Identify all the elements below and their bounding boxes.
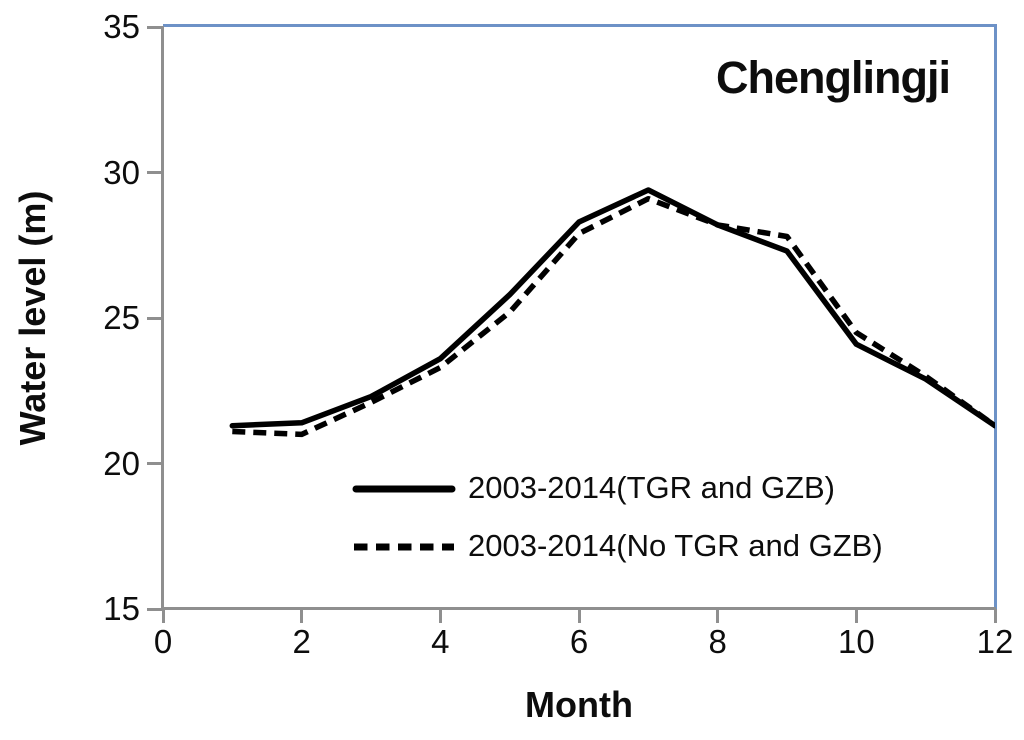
plot-border-top (163, 24, 997, 27)
x-tick-label: 10 (837, 623, 875, 660)
y-tick-mark (147, 607, 162, 611)
chart-title: Chenglingji (716, 52, 951, 103)
x-tick-label: 2 (292, 623, 311, 660)
series-line-solid (229, 187, 995, 429)
x-tick-mark (854, 609, 858, 623)
legend-item: 2003-2014(TGR and GZB) (352, 468, 883, 508)
legend-line-sample-dashed (354, 543, 454, 551)
x-tick-mark (993, 609, 997, 623)
y-tick-label: 35 (103, 8, 140, 45)
y-tick-mark (147, 25, 162, 29)
legend-item: 2003-2014(No TGR and GZB) (352, 526, 883, 566)
legend-label: 2003-2014(TGR and GZB) (468, 470, 836, 505)
x-axis-title: Month (525, 684, 633, 725)
x-tick-label: 8 (708, 623, 727, 660)
plot-border-right (994, 24, 997, 610)
x-tick-mark (577, 609, 581, 623)
x-tick-mark (300, 609, 304, 623)
y-tick-mark (147, 171, 162, 174)
y-axis-title: Water level (m) (12, 190, 53, 446)
y-tick-mark (147, 316, 162, 320)
x-tick-label: 4 (431, 623, 450, 660)
x-tick-mark (716, 609, 720, 623)
y-tick-label: 15 (103, 590, 140, 627)
x-tick-label: 0 (153, 623, 173, 660)
x-tick-mark (161, 609, 165, 623)
legend-line-sample-solid (352, 485, 456, 493)
y-tick-label: 25 (103, 299, 140, 336)
x-tick-label: 12 (976, 623, 1014, 660)
legend: 2003-2014(TGR and GZB) 2003-2014(No TGR … (352, 468, 883, 584)
y-tick-mark (147, 462, 162, 465)
legend-label: 2003-2014(No TGR and GZB) (468, 528, 883, 563)
x-tick-mark (438, 609, 442, 623)
y-tick-label: 30 (103, 153, 140, 191)
y-axis-line (161, 26, 164, 609)
x-axis-line (162, 607, 996, 610)
plot-area (229, 187, 995, 438)
series-line-dashed (232, 195, 995, 438)
x-tick-label: 6 (569, 623, 589, 660)
y-tick-label: 20 (103, 444, 140, 482)
